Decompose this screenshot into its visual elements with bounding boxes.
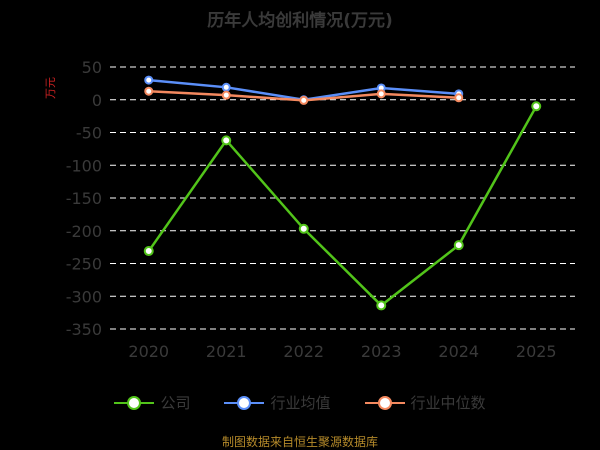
y-tick-label: 0	[92, 91, 102, 110]
data-point-industry-average	[144, 75, 154, 85]
legend: 公司 行业均值 行业中位数	[0, 392, 600, 413]
legend-label-industry-median: 行业中位数	[410, 394, 486, 412]
legend-marker-company	[114, 395, 155, 410]
legend-marker-industry-median	[364, 395, 405, 410]
legend-item-industry-average[interactable]: 行业均值	[224, 392, 331, 413]
data-point-industry-median	[221, 90, 231, 100]
y-tick-label: -300	[66, 287, 102, 306]
y-tick-label: -100	[66, 156, 102, 175]
x-tick-label: 2024	[438, 342, 479, 361]
legend-item-company[interactable]: 公司	[114, 392, 190, 413]
y-tick-label: -50	[76, 124, 102, 143]
legend-label-industry-average: 行业均值	[270, 394, 331, 412]
y-tick-label: 50	[82, 58, 102, 77]
x-tick-label: 2021	[206, 342, 247, 361]
data-point-industry-median	[376, 89, 386, 99]
y-tick-label: -200	[66, 222, 102, 241]
data-point-company	[453, 240, 464, 251]
data-point-company	[531, 101, 542, 112]
data-point-industry-median	[144, 86, 154, 96]
data-point-company	[143, 246, 154, 257]
data-point-industry-median	[299, 95, 309, 105]
x-tick-label: 2025	[516, 342, 557, 361]
y-tick-label: -250	[66, 255, 102, 274]
data-point-company	[376, 300, 387, 311]
y-tick-label: -150	[66, 189, 102, 208]
data-point-industry-average	[221, 82, 231, 92]
x-tick-label: 2020	[128, 342, 169, 361]
x-tick-label: 2022	[283, 342, 324, 361]
legend-marker-industry-average	[224, 395, 265, 410]
x-tick-label: 2023	[361, 342, 402, 361]
y-tick-label: -350	[66, 320, 102, 339]
data-point-industry-median	[454, 93, 464, 103]
source-note: 制图数据来自恒生聚源数据库	[221, 435, 378, 449]
data-point-company	[298, 223, 309, 234]
data-point-company	[221, 135, 232, 146]
series-line-company	[147, 105, 538, 308]
chart-title: 历年人均创利情况(万元)	[207, 11, 393, 31]
legend-label-company: 公司	[160, 394, 191, 412]
legend-item-industry-median[interactable]: 行业中位数	[364, 392, 486, 413]
